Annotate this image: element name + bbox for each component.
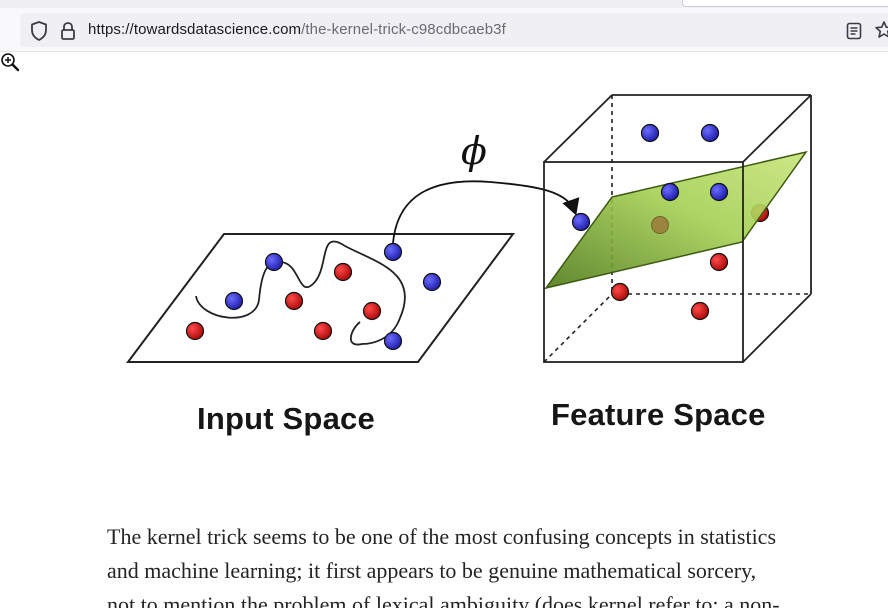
phi-symbol: ϕ (461, 129, 487, 173)
url-field[interactable] (20, 13, 888, 47)
feature-cube (543, 94, 812, 363)
paragraph-line: The kernel trick seems to be one of the … (107, 524, 777, 549)
input-blue-point (422, 272, 442, 292)
url-path: /the-kernel-trick-c98cdbcaeb3f (301, 21, 506, 38)
input-blue-point (383, 331, 403, 351)
feature-red-point (610, 282, 630, 302)
shield-icon[interactable] (29, 20, 49, 42)
feature-red-point (690, 301, 710, 321)
bookmark-star-icon[interactable] (874, 20, 888, 40)
input-red-point (284, 291, 304, 311)
feature-red-point (709, 252, 729, 272)
phi-mapping-arrow (392, 180, 580, 244)
tab-edge (682, 0, 888, 7)
url-text[interactable]: https://towardsdatascience.com/the-kerne… (88, 21, 506, 38)
feature-space-label: Feature Space (551, 397, 766, 432)
input-red-point (313, 321, 333, 341)
cube-front-face (543, 161, 744, 363)
feature-blue-point (640, 123, 660, 143)
input-blue-point (383, 242, 403, 262)
paragraph-line: not to mention the problem of lexical am… (107, 592, 780, 608)
feature-red-point (651, 216, 669, 234)
zoom-in-cursor-icon (1, 53, 20, 72)
input-plane (126, 233, 515, 363)
feature-blue-point (660, 182, 680, 202)
feature-blue-point (709, 182, 729, 202)
input-red-point (185, 321, 205, 341)
article-paragraph: The kernel trick seems to be one of the … (107, 520, 867, 608)
url-domain: https://towardsdatascience.com (88, 21, 302, 38)
tab-strip (0, 0, 888, 8)
input-red-point (333, 262, 353, 282)
lock-icon[interactable] (59, 20, 77, 42)
feature-blue-point (700, 123, 720, 143)
input-red-point (362, 301, 382, 321)
input-space-label: Input Space (197, 401, 375, 436)
reader-view-icon[interactable] (845, 21, 863, 41)
kernel-trick-figure: ϕ Input Space Feature Space (0, 52, 888, 492)
input-blue-point (224, 291, 244, 311)
input-blue-point (264, 252, 284, 272)
kernel-diagram (126, 94, 812, 363)
decision-curve (195, 240, 406, 346)
feature-blue-point (571, 212, 591, 232)
paragraph-line: and machine learning; it first appears t… (107, 558, 757, 583)
address-bar: https://towardsdatascience.com/the-kerne… (0, 0, 888, 52)
separating-plane (544, 150, 808, 290)
